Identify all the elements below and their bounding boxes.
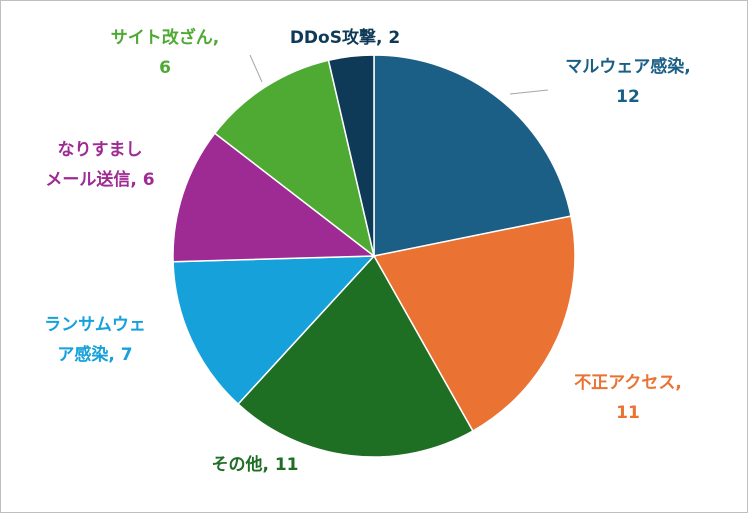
- data-label-3: その他, 11: [211, 454, 298, 475]
- data-label-5: なりすましメール送信, 6: [45, 140, 154, 190]
- pie-slices: [172, 54, 576, 458]
- data-label-2-line-1: 不正アクセス,: [574, 373, 682, 393]
- leader-line-1: [509, 89, 549, 95]
- data-label-5-line-2: メール送信, 6: [45, 169, 154, 190]
- data-label-7-line-1: DDoS攻撃, 2: [290, 27, 400, 48]
- data-label-6-line-2: 6: [159, 58, 171, 78]
- pie-slice-4: [172, 255, 376, 406]
- data-label-1-line-1: マルウェア感染,: [565, 56, 690, 77]
- data-label-5-line-1: なりすまし: [58, 140, 143, 160]
- pie-slice-1: [373, 54, 572, 257]
- data-label-4-line-2: ア感染, 7: [57, 344, 132, 365]
- pie-slice-6: [213, 59, 376, 258]
- data-label-2-line-2: 11: [616, 403, 640, 423]
- data-labels: マルウェア感染, 12 不正アクセス, 11 その他, 11 ランサムウェア感染, 7 なり…: [44, 27, 691, 475]
- pie-slice-3: [237, 254, 474, 458]
- data-label-3-line-1: その他, 11: [211, 454, 298, 475]
- pie-slice-2: [372, 215, 576, 433]
- data-label-1-line-2: 12: [616, 87, 640, 107]
- data-label-1: マルウェア感染, 12: [565, 56, 690, 107]
- pie-slice-5: [172, 132, 377, 263]
- data-label-6-line-1: サイト改ざん,: [111, 27, 219, 48]
- data-label-2: 不正アクセス, 11: [574, 373, 682, 423]
- leader-line-6: [249, 54, 263, 83]
- leader-lines: [249, 54, 549, 95]
- data-label-4-line-1: ランサムウェ: [44, 315, 146, 335]
- data-label-6: サイト改ざん, 6: [111, 27, 219, 78]
- pie-slice-7: [327, 54, 375, 257]
- data-label-7: DDoS攻撃, 2: [290, 27, 400, 48]
- data-label-4: ランサムウェア感染, 7: [44, 315, 146, 365]
